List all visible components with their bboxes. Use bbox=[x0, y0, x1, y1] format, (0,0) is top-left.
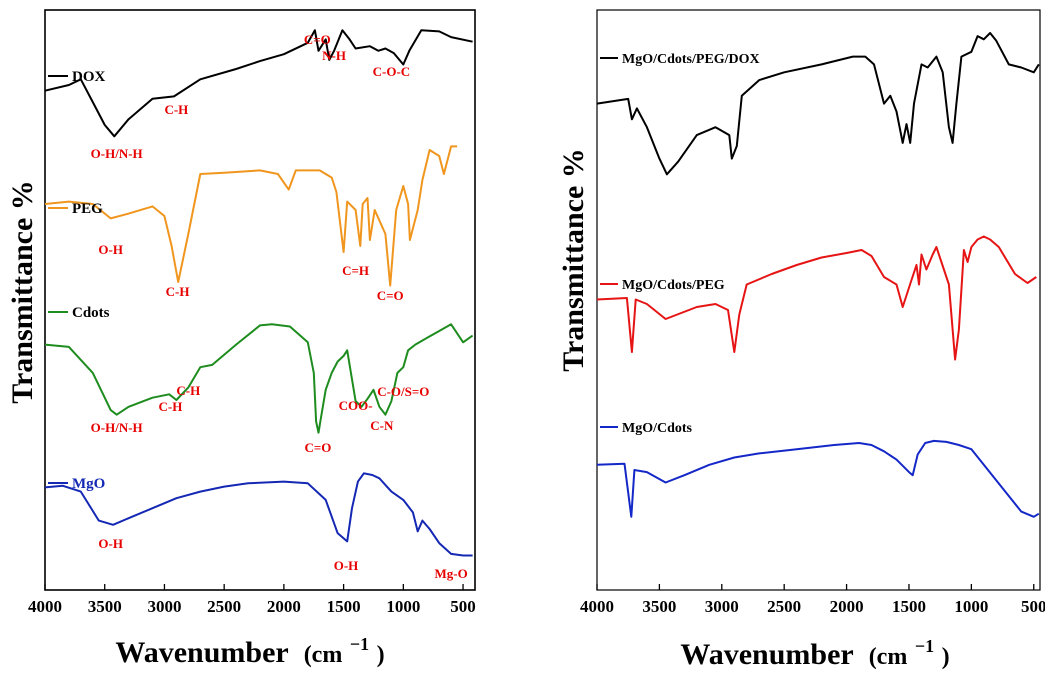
right-legend-label: MgO/Cdots/PEG/DOX bbox=[622, 52, 760, 67]
right-legend-label: MgO/Cdots/PEG bbox=[622, 278, 725, 293]
right-x-tick-label: 1500 bbox=[892, 597, 926, 616]
left-peak-label: Mg-O bbox=[435, 566, 468, 581]
left-peak-label: C-N bbox=[370, 418, 394, 433]
left-peak-label: O-H/N-H bbox=[91, 420, 143, 435]
right-x-axis-ticks: 4000 3500 3000 2500 2000 1500 1000 500 bbox=[580, 584, 1045, 616]
right-series-mgo-cdots-peg-dox bbox=[596, 32, 1040, 176]
right-x-axis-label-unit-sup: −1 bbox=[915, 636, 934, 656]
left-x-tick-label: 2500 bbox=[207, 597, 241, 616]
left-x-axis-label-main: Wavenumber bbox=[115, 636, 288, 669]
right-x-tick-label: 1000 bbox=[954, 597, 988, 616]
left-panel: 4000 3500 3000 2500 2000 1500 1000 500 DOX PEG Cd… bbox=[6, 9, 476, 669]
left-peak-label: N-H bbox=[322, 48, 346, 63]
left-series-legends: DOX PEG Cdots MgO bbox=[48, 69, 110, 492]
right-x-axis-label-main: Wavenumber bbox=[680, 638, 853, 671]
right-series-group bbox=[596, 32, 1040, 518]
left-peak-label: C-O/S=O bbox=[377, 384, 429, 399]
left-x-tick-label: 3500 bbox=[88, 597, 122, 616]
right-x-tick-label: 3000 bbox=[705, 597, 739, 616]
right-y-axis-label: Transmittance % bbox=[557, 148, 590, 372]
left-x-axis-label-unit-open: (cm bbox=[304, 642, 343, 668]
left-peak-label: C=O bbox=[377, 288, 404, 303]
right-x-tick-label: 3500 bbox=[642, 597, 676, 616]
left-peak-label: C-H bbox=[166, 284, 190, 299]
left-peak-label: COO- bbox=[339, 398, 373, 413]
left-series-group bbox=[44, 29, 474, 557]
right-x-axis-label-unit-open: (cm bbox=[869, 644, 908, 670]
left-x-tick-label: 500 bbox=[450, 597, 476, 616]
left-peak-label: C-O-C bbox=[373, 64, 411, 79]
left-peak-label: C=O bbox=[304, 32, 331, 47]
right-series-mgo-cdots bbox=[596, 439, 1040, 518]
right-x-tick-label: 2000 bbox=[830, 597, 864, 616]
left-peak-label: C=H bbox=[342, 263, 369, 278]
right-x-tick-label: 500 bbox=[1021, 597, 1045, 616]
left-x-tick-label: 1000 bbox=[386, 597, 420, 616]
right-x-tick-label: 4000 bbox=[580, 597, 614, 616]
right-x-tick-label: 2500 bbox=[767, 597, 801, 616]
right-plot-frame bbox=[596, 9, 1041, 591]
left-peak-label: C-H bbox=[158, 399, 182, 414]
left-peak-label: C=O bbox=[304, 440, 331, 455]
left-legend-label: Cdots bbox=[72, 305, 110, 321]
left-x-tick-label: 4000 bbox=[28, 597, 62, 616]
right-series-legends: MgO/Cdots/PEG/DOX MgO/Cdots/PEG MgO/Cdots bbox=[600, 52, 760, 436]
left-x-axis-label: Wavenumber (cm −1 ) bbox=[115, 624, 384, 669]
left-peak-label: C-H bbox=[176, 383, 200, 398]
left-plot-frame bbox=[44, 9, 476, 591]
left-series-mgo bbox=[44, 472, 473, 557]
left-series-dox bbox=[44, 29, 473, 138]
right-x-axis-label: Wavenumber (cm −1 ) bbox=[680, 626, 949, 671]
left-x-tick-label: 2000 bbox=[267, 597, 301, 616]
left-x-axis-label-unit-sup: −1 bbox=[350, 634, 369, 654]
left-peak-label: O-H/N-H bbox=[91, 146, 143, 161]
left-x-tick-label: 1500 bbox=[327, 597, 361, 616]
right-legend-label: MgO/Cdots bbox=[622, 421, 693, 436]
left-series-peg bbox=[44, 145, 458, 287]
left-peak-label: O-H bbox=[334, 558, 359, 573]
left-peak-label: O-H bbox=[98, 242, 123, 257]
left-x-tick-label: 3000 bbox=[147, 597, 181, 616]
left-legend-label: DOX bbox=[72, 69, 106, 85]
left-peak-label: O-H bbox=[98, 536, 123, 551]
left-x-axis-ticks: 4000 3500 3000 2500 2000 1500 1000 500 bbox=[28, 584, 476, 616]
left-y-axis-label: Transmittance % bbox=[6, 180, 39, 404]
left-series-cdots bbox=[44, 323, 474, 434]
left-peak-label: C-H bbox=[164, 102, 188, 117]
left-legend-label: MgO bbox=[72, 476, 105, 492]
right-x-axis-label-unit-close: ) bbox=[942, 644, 950, 670]
right-panel: 4000 3500 3000 2500 2000 1500 1000 500 MgO/Cdot… bbox=[557, 9, 1045, 671]
left-x-axis-label-unit-close: ) bbox=[377, 642, 385, 668]
left-legend-label: PEG bbox=[72, 201, 103, 217]
left-peak-annotations: O-H/N-HC-HC=ON-HC-O-CO-HC-HC=HC=OO-H/N-H… bbox=[91, 32, 468, 581]
right-series-mgo-cdots-peg bbox=[596, 235, 1037, 361]
